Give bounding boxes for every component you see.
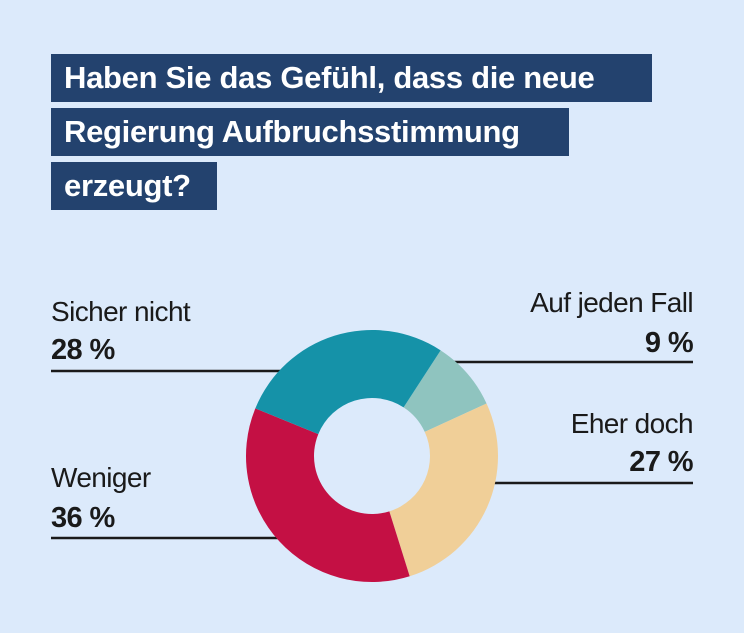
slice-label-auf-jeden-fall: Auf jeden Fall [530,287,693,318]
donut-slice-eher-doch [389,403,498,577]
slice-label-weniger: Weniger [51,462,151,493]
donut-slice-auf-jeden-fall [403,350,487,432]
slice-label-sicher-nicht: Sicher nicht [51,296,191,327]
slice-value-weniger: 36 % [51,502,115,534]
slice-value-eher-doch: 27 % [629,446,693,478]
slice-value-auf-jeden-fall: 9 % [644,327,694,359]
title-line-1: Haben Sie das Gefühl, dass die neue [51,54,652,102]
title-line-2: Regierung Aufbruchsstimmung [51,108,569,156]
title-line-3: erzeugt? [51,162,217,210]
slice-value-sicher-nicht: 28 % [51,334,115,366]
slice-label-eher-doch: Eher doch [570,408,694,439]
donut-slice-weniger [246,408,410,582]
donut-slice-sicher-nicht [255,330,441,435]
